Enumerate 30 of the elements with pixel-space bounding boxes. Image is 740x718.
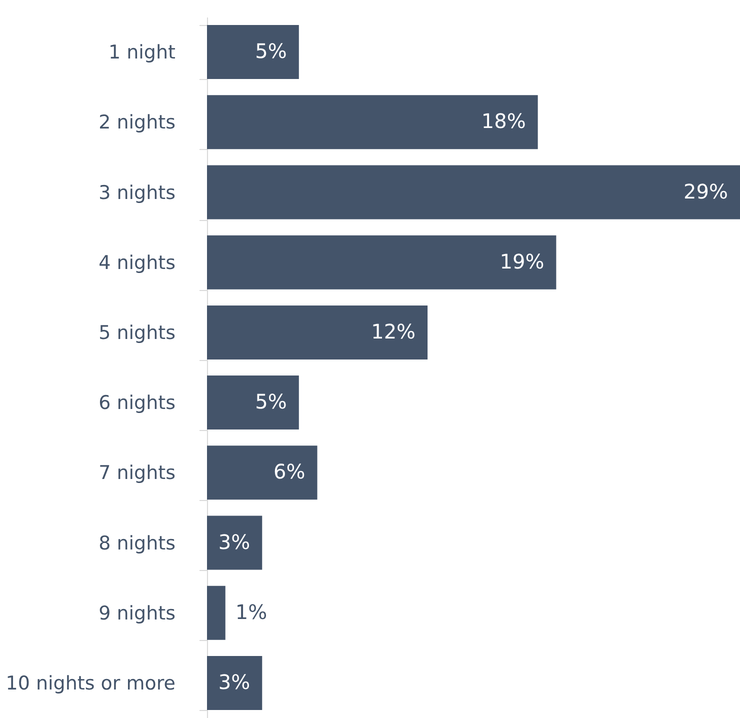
y-tick-label: 7 nights — [98, 462, 176, 484]
y-tick-label: 10 nights or more — [6, 672, 176, 694]
y-tick-label: 4 nights — [98, 252, 176, 274]
bar — [207, 516, 262, 570]
bar — [207, 376, 299, 430]
y-tick-label: 9 nights — [98, 602, 176, 624]
bar — [207, 165, 740, 220]
bar — [207, 656, 262, 710]
data-label: 29% — [684, 179, 728, 204]
data-label: 5% — [255, 39, 287, 64]
bar — [207, 235, 556, 290]
y-tick-label: 8 nights — [98, 532, 176, 554]
bar — [207, 305, 428, 360]
bar — [207, 586, 226, 640]
data-label: 5% — [255, 390, 287, 414]
data-label: 19% — [500, 249, 544, 274]
bar — [207, 446, 318, 500]
y-tick-label: 1 night — [108, 42, 176, 64]
bar — [207, 95, 538, 150]
data-label: 6% — [274, 460, 306, 484]
data-label: 1% — [235, 600, 268, 624]
data-label: 3% — [218, 670, 250, 694]
data-label: 18% — [481, 109, 526, 134]
y-tick-label: 6 nights — [98, 392, 176, 414]
y-tick-label: 3 nights — [98, 182, 176, 204]
data-label: 3% — [218, 530, 250, 554]
y-tick-label: 5 nights — [98, 322, 176, 344]
bar — [207, 25, 299, 80]
data-label: 12% — [371, 319, 416, 344]
y-tick-label: 2 nights — [98, 112, 176, 134]
